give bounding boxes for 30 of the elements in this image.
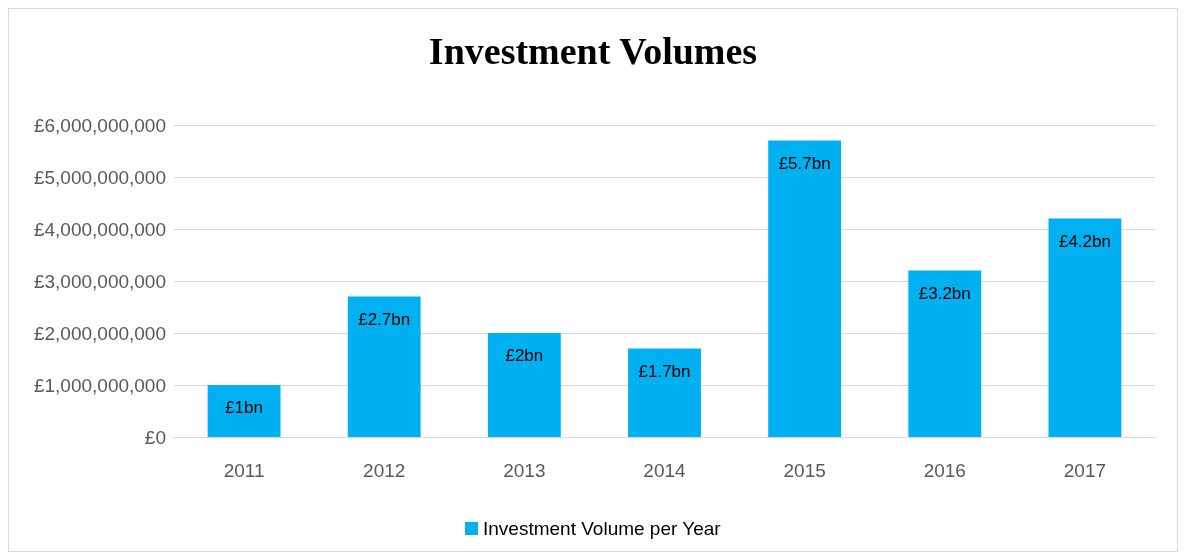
data-label: £1bn — [225, 398, 263, 417]
bar — [1048, 218, 1122, 437]
x-tick-label: 2016 — [923, 460, 966, 481]
data-label: £1.7bn — [638, 361, 691, 381]
bar — [628, 348, 701, 437]
y-tick-label: £2,000,000,000 — [33, 322, 166, 344]
chart-title: Investment Volumes — [428, 30, 758, 72]
legend-label: Investment Volume per Year — [483, 518, 722, 539]
data-label: £2.7bn — [358, 309, 411, 329]
x-tick-label: 2017 — [1063, 460, 1107, 481]
bar — [768, 140, 842, 437]
bar — [908, 270, 982, 437]
bar — [487, 333, 561, 437]
x-tick-label: 2013 — [503, 460, 546, 481]
data-label: £4.2bn — [1058, 231, 1111, 251]
data-label: £3.2bn — [918, 283, 971, 303]
data-label: £5.7bn — [778, 153, 831, 173]
y-tick-label: £4,000,000,000 — [33, 218, 166, 240]
x-tick-label: 2011 — [223, 460, 265, 481]
y-tick-label: £6,000,000,000 — [33, 114, 166, 136]
x-tick-label: 2015 — [783, 460, 826, 481]
bar — [207, 385, 281, 437]
y-tick-label: £3,000,000,000 — [33, 270, 166, 292]
x-tick-label: 2012 — [363, 460, 406, 481]
x-tick-label: 2014 — [643, 460, 687, 481]
y-tick-label: £5,000,000,000 — [33, 166, 166, 188]
y-tick-label: £1,000,000,000 — [33, 374, 166, 396]
y-tick-label: £0 — [144, 426, 166, 448]
data-label: £2bn — [505, 346, 544, 365]
bar — [347, 296, 421, 437]
